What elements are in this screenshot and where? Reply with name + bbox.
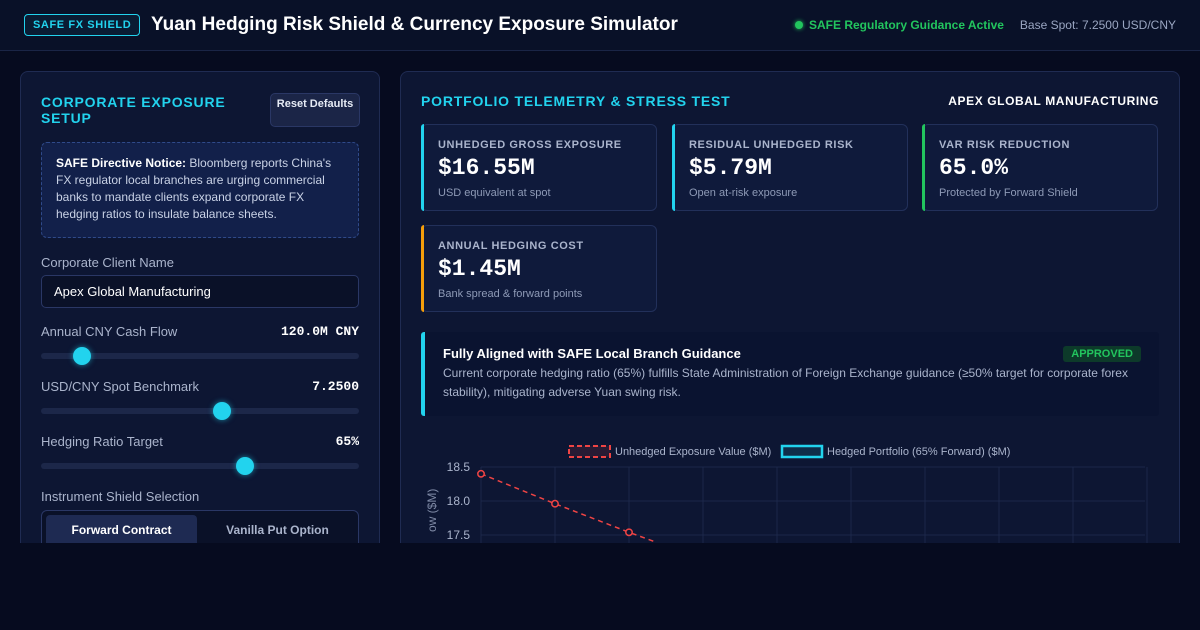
legend-label-unhedged: Unhedged Exposure Value ($M) xyxy=(615,446,771,458)
status-dot-icon xyxy=(795,21,803,29)
spot-benchmark-label: USD/CNY Spot Benchmark xyxy=(41,379,199,394)
y-tick-label: 17.5 xyxy=(447,528,471,542)
reset-defaults-button[interactable]: Reset Defaults xyxy=(270,93,360,127)
corporate-exposure-panel: CORPORATE EXPOSURE SETUP Reset Defaults … xyxy=(20,71,380,611)
client-name-input[interactable]: Apex Global Manufacturing xyxy=(41,275,359,308)
brand-badge: SAFE FX SHIELD xyxy=(24,14,141,36)
y-tick-label: 18.5 xyxy=(447,460,471,474)
data-point xyxy=(625,528,633,537)
kpi-label: UNHEDGED GROSS EXPOSURE xyxy=(438,139,622,151)
notice-text: Bloomberg reports China's FX regulator l… xyxy=(56,156,332,221)
guidance-title: Fully Aligned with SAFE Local Branch Gui… xyxy=(443,346,741,361)
approved-badge: APPROVED xyxy=(1063,346,1141,362)
hedging-ratio-value: 65% xyxy=(335,434,359,449)
kpi-card-hedging-cost: ANNUAL HEDGING COST $1.45M Bank spread &… xyxy=(421,225,657,312)
data-point xyxy=(477,469,485,478)
chart-legend: Unhedged Exposure Value ($M) Hedged Port… xyxy=(568,444,1010,459)
kpi-label: RESIDUAL UNHEDGED RISK xyxy=(689,139,854,151)
kpi-subtext: Bank spread & forward points xyxy=(438,288,583,300)
spot-benchmark-value: 7.2500 xyxy=(312,379,359,394)
vanilla-put-option[interactable]: Vanilla Put Option xyxy=(226,523,329,537)
kpi-value: $5.79M xyxy=(689,155,772,181)
app-title: Yuan Hedging Risk Shield & Currency Expo… xyxy=(151,14,678,35)
legend-swatch-hedged xyxy=(780,444,824,459)
safe-directive-notice: SAFE Directive Notice: Bloomberg reports… xyxy=(41,142,359,238)
portfolio-telemetry-panel: PORTFOLIO TELEMETRY & STRESS TEST APEX G… xyxy=(400,71,1180,611)
kpi-subtext: USD equivalent at spot xyxy=(438,187,551,199)
kpi-card-residual-risk: RESIDUAL UNHEDGED RISK $5.79M Open at-ri… xyxy=(672,124,908,211)
status-text: SAFE Regulatory Guidance Active xyxy=(809,18,1004,32)
spot-benchmark-slider[interactable] xyxy=(41,402,359,420)
forward-contract-option[interactable]: Forward Contract xyxy=(46,515,197,547)
kpi-label: VAR RISK REDUCTION xyxy=(939,139,1070,151)
cash-flow-slider[interactable] xyxy=(41,347,359,365)
cash-flow-label: Annual CNY Cash Flow xyxy=(41,324,178,339)
hedging-ratio-label: Hedging Ratio Target xyxy=(41,434,163,449)
kpi-value: 65.0% xyxy=(939,155,1009,181)
kpi-subtext: Protected by Forward Shield xyxy=(939,187,1078,199)
kpi-value: $16.55M xyxy=(438,155,535,181)
guidance-text: Current corporate hedging ratio (65%) fu… xyxy=(443,366,1128,399)
kpi-label: ANNUAL HEDGING COST xyxy=(438,240,584,252)
telemetry-title: PORTFOLIO TELEMETRY & STRESS TEST xyxy=(421,93,731,109)
legend-swatch-unhedged xyxy=(568,445,611,458)
kpi-card-var-reduction: VAR RISK REDUCTION 65.0% Protected by Fo… xyxy=(922,124,1158,211)
y-tick-label: 18.0 xyxy=(447,494,471,508)
y-axis-label: ow ($M) xyxy=(425,489,439,532)
data-point xyxy=(551,499,559,508)
page-footer-area xyxy=(0,543,1200,630)
notice-heading: SAFE Directive Notice: xyxy=(56,156,187,170)
cash-flow-value: 120.0M CNY xyxy=(280,324,359,339)
hedging-ratio-slider-thumb[interactable] xyxy=(235,457,254,475)
client-name-display: APEX GLOBAL MANUFACTURING xyxy=(948,94,1159,108)
exposure-setup-title: CORPORATE EXPOSURE SETUP xyxy=(41,94,226,126)
kpi-subtext: Open at-risk exposure xyxy=(689,187,798,199)
top-bar: SAFE FX SHIELD Yuan Hedging Risk Shield … xyxy=(0,0,1200,51)
regulatory-status: SAFE Regulatory Guidance Active xyxy=(795,17,1004,33)
chart-series xyxy=(477,469,656,543)
legend-label-hedged: Hedged Portfolio (65% Forward) ($M) xyxy=(827,446,1010,458)
kpi-value: $1.45M xyxy=(438,256,521,282)
kpi-card-gross-exposure: UNHEDGED GROSS EXPOSURE $16.55M USD equi… xyxy=(421,124,657,211)
base-spot-readout: Base Spot: 7.2500 USD/CNY xyxy=(1019,18,1176,32)
hedging-ratio-slider[interactable] xyxy=(41,457,359,475)
cash-flow-slider-thumb[interactable] xyxy=(73,347,92,365)
series-line-unhedged xyxy=(480,473,656,543)
client-name-label: Corporate Client Name xyxy=(41,255,174,270)
y-axis-ticks: 18.5 18.0 17.5 xyxy=(447,460,471,542)
spot-benchmark-slider-thumb[interactable] xyxy=(213,402,232,420)
instrument-selection-label: Instrument Shield Selection xyxy=(41,489,200,504)
safe-guidance-alert: Fully Aligned with SAFE Local Branch Gui… xyxy=(421,332,1159,416)
